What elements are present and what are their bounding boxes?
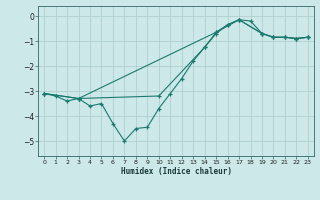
X-axis label: Humidex (Indice chaleur): Humidex (Indice chaleur) <box>121 167 231 176</box>
